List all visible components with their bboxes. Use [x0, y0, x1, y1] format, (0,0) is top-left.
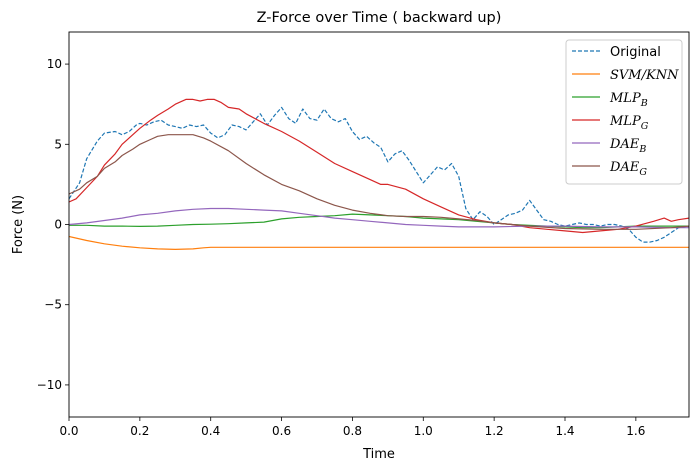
series-line-svm-knn [69, 235, 689, 250]
legend-label: DAEG [609, 160, 647, 178]
series-line-mlp-g [69, 98, 689, 234]
legend-label-subscript: B [638, 144, 646, 155]
y-axis-label: Force (N) [11, 195, 26, 254]
x-tick-label: 0.8 [343, 424, 362, 438]
y-tick-label: 5 [54, 137, 62, 151]
legend-label: MLPG [609, 114, 649, 132]
legend-label-main: DAE [609, 160, 640, 175]
legend-label-main: MLP [609, 91, 641, 106]
x-tick-label: 0.0 [59, 424, 78, 438]
legend-label-main: Original [610, 45, 661, 60]
legend-box [565, 39, 683, 185]
x-tick-label: 1.4 [555, 424, 574, 438]
legend-label-subscript: G [641, 121, 649, 132]
plot-lines [69, 98, 689, 250]
legend-label: Original [610, 45, 661, 60]
x-tick-label: 1.6 [626, 424, 645, 438]
y-tick-label: −10 [37, 378, 62, 392]
legend-label: DAEB [609, 137, 646, 155]
x-axis-label: Time [362, 447, 395, 462]
chart-title: Z-Force over Time ( backward up) [257, 10, 502, 26]
legend-label-subscript: B [640, 98, 648, 109]
x-tick-label: 0.4 [201, 424, 220, 438]
y-tick-label: −5 [44, 298, 62, 312]
legend-label-main: MLP [609, 114, 641, 129]
legend-label-subscript: G [639, 167, 647, 178]
series-line-original [69, 106, 689, 243]
x-tick-label: 1.0 [414, 424, 433, 438]
x-axis: 0.0 0.2 0.4 0.6 0.8 1.0 1.2 1.4 1.6 [59, 417, 645, 438]
series-line-dae-g [69, 134, 689, 230]
x-tick-label: 1.2 [485, 424, 504, 438]
x-tick-label: 0.6 [272, 424, 291, 438]
y-tick-label: 0 [54, 218, 62, 232]
legend-label: MLPB [609, 91, 648, 109]
legend-label: SVM/KNN [610, 68, 679, 83]
y-tick-label: 10 [47, 57, 62, 71]
series-line-mlp-b [69, 213, 689, 229]
x-tick-label: 0.2 [130, 424, 149, 438]
y-axis: −10 −5 0 5 10 [37, 57, 69, 392]
legend-label-main: DAE [609, 137, 640, 152]
legend-label-main: SVM/KNN [610, 68, 679, 83]
